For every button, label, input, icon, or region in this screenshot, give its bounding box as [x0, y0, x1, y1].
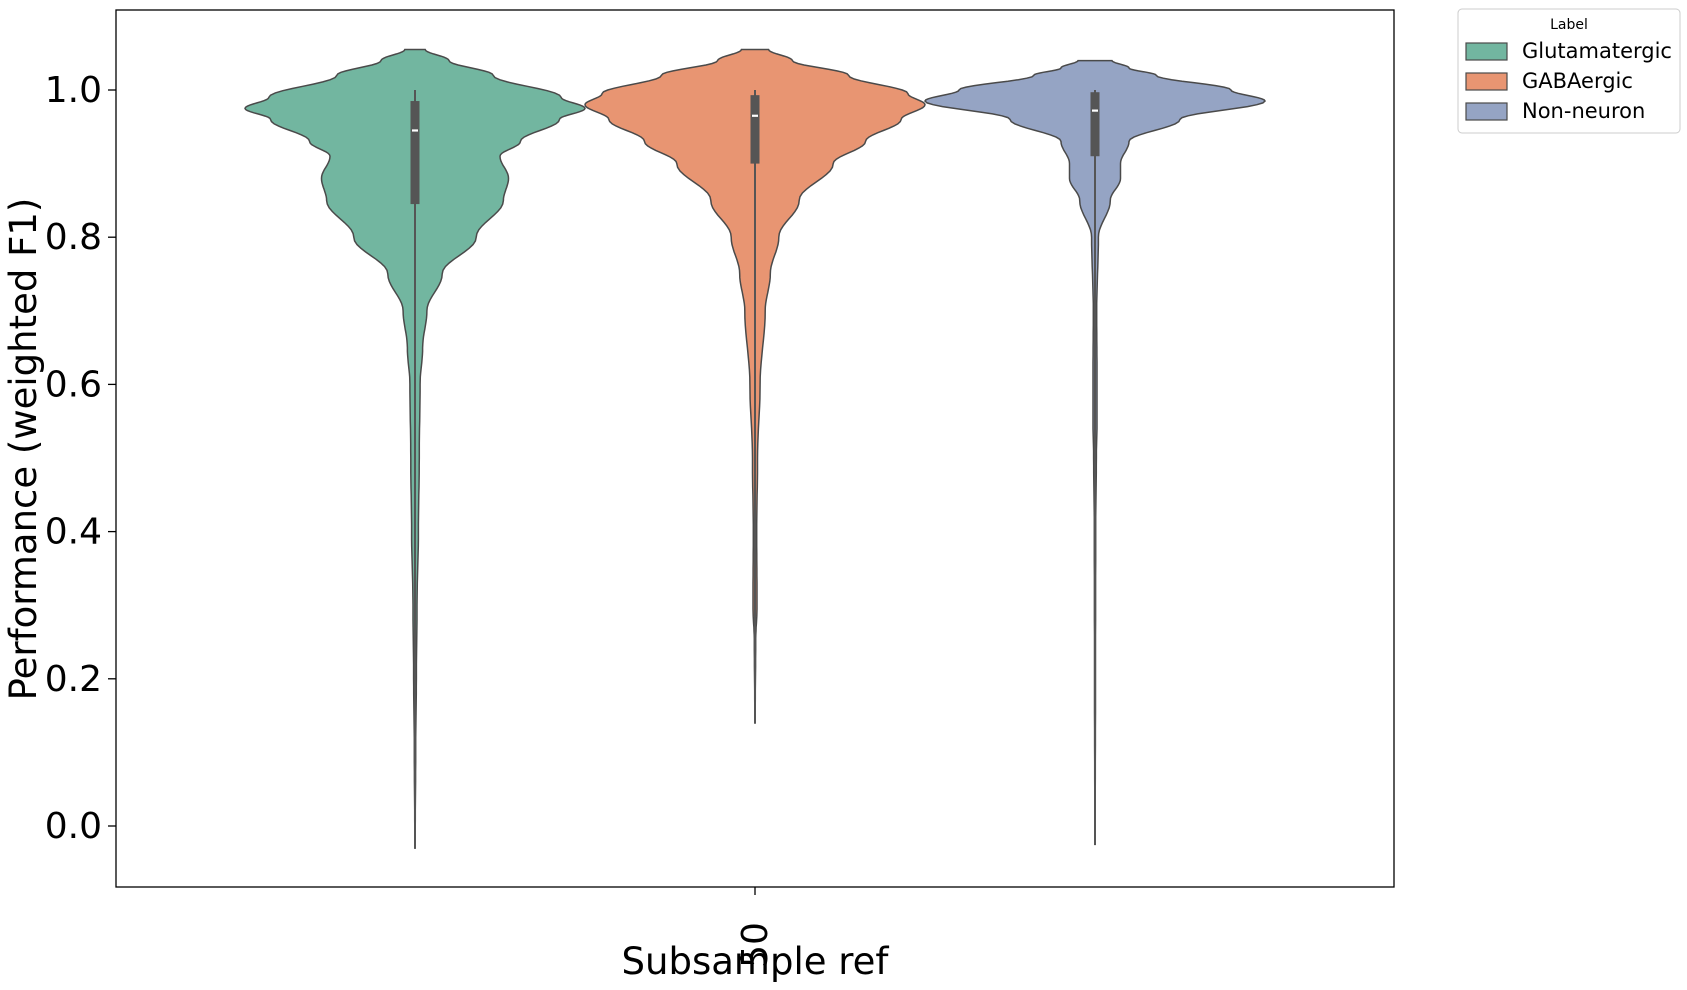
violin-iqr-box [1090, 92, 1100, 157]
y-tick-label: 0.2 [45, 659, 102, 700]
y-axis: 0.0 0.2 0.4 0.6 0.8 1.0 [45, 70, 116, 847]
violin-iqr-box [750, 95, 760, 164]
legend: Label Glutamatergic GABAergic Non-neuron [1457, 8, 1681, 134]
y-tick-label: 0.8 [45, 217, 102, 258]
y-tick-label: 0.0 [45, 806, 102, 847]
legend-label: Non-neuron [1522, 99, 1645, 123]
legend-frame [1457, 8, 1681, 134]
violin-iqr-box [410, 101, 420, 205]
legend-label: Glutamatergic [1522, 39, 1672, 63]
violin-layer [244, 48, 1267, 849]
legend-title: Label [1550, 17, 1588, 33]
legend-label: GABAergic [1522, 69, 1633, 93]
y-tick-label: 1.0 [45, 70, 102, 111]
y-axis-label: Performance (weighted F1) [2, 198, 45, 701]
x-tick-label: 50 [735, 922, 776, 968]
legend-swatch [1465, 72, 1508, 91]
legend-swatch [1465, 42, 1508, 61]
y-tick-label: 0.6 [45, 364, 102, 405]
x-axis: 50 [735, 887, 776, 968]
x-axis-label: Subsample ref [622, 940, 890, 983]
y-tick-label: 0.4 [45, 512, 102, 553]
legend-swatch [1465, 102, 1508, 121]
